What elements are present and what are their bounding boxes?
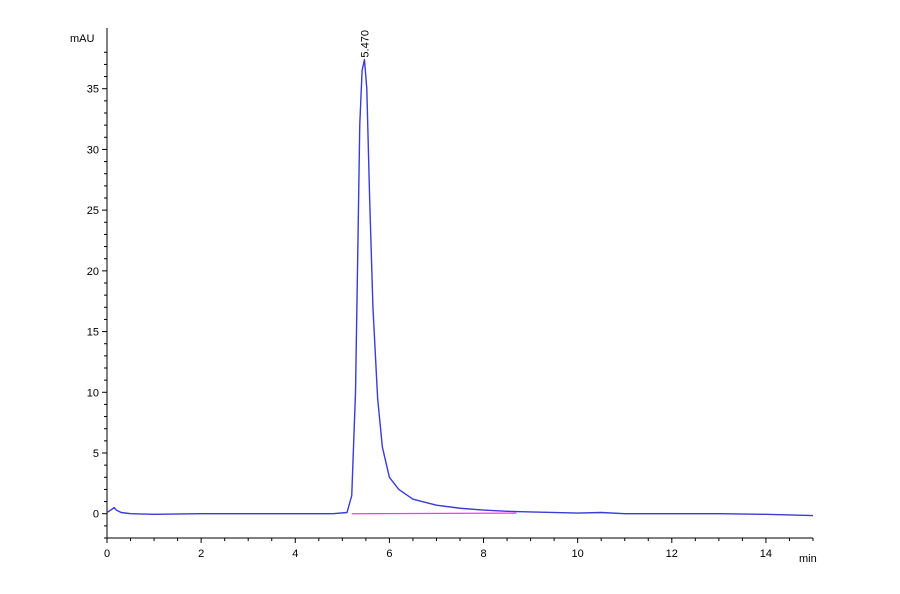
x-axis-unit: min xyxy=(799,553,817,565)
y-axis-unit: mAU xyxy=(70,33,95,45)
y-tick-label: 5 xyxy=(93,448,99,460)
y-tick-label: 20 xyxy=(87,266,99,278)
x-tick-label: 0 xyxy=(104,548,110,560)
x-tick-label: 6 xyxy=(386,548,392,560)
y-tick-label: 35 xyxy=(87,84,99,96)
x-tick-label: 8 xyxy=(480,548,486,560)
x-tick-label: 14 xyxy=(760,548,772,560)
y-tick-label: 15 xyxy=(87,327,99,339)
integration-baseline xyxy=(351,512,517,515)
peak-retention-label: 5.470 xyxy=(359,30,371,58)
y-tick-label: 0 xyxy=(93,509,99,521)
x-tick-label: 2 xyxy=(198,548,204,560)
y-tick-label: 30 xyxy=(87,144,99,156)
x-tick-label: 4 xyxy=(292,548,298,560)
x-tick-label: 12 xyxy=(666,548,678,560)
x-tick-label: 10 xyxy=(572,548,584,560)
axes: 0 5 10 15 20 25 30 35 0 2 4 6 8 10 12 14 xyxy=(87,28,814,560)
y-tick-label: 25 xyxy=(87,205,99,217)
chart-marks: 5.470 xyxy=(106,30,814,517)
y-tick-label: 10 xyxy=(87,387,99,399)
signal-trace xyxy=(106,58,814,517)
